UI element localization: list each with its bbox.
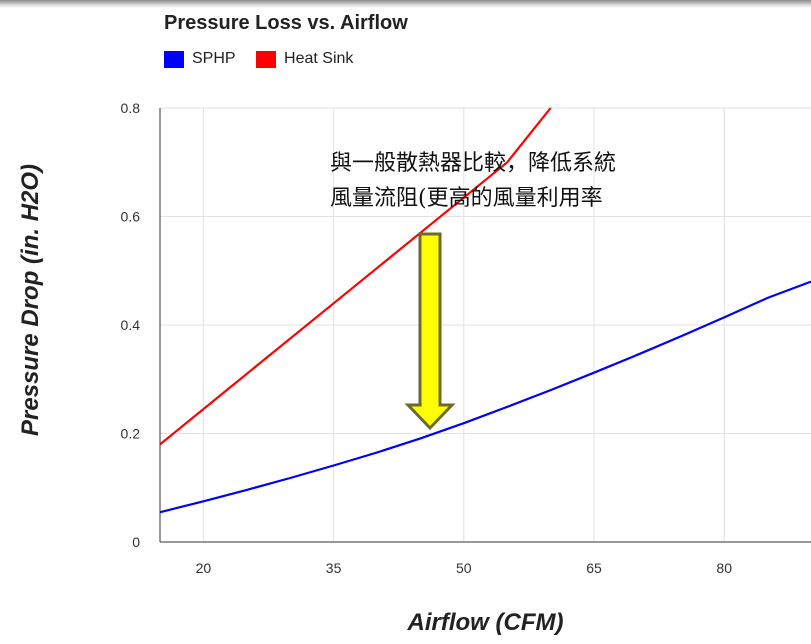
annotation-arrow [404, 232, 456, 431]
annotation-line-2: 風量流阻(更高的風量利用率 [330, 186, 603, 211]
x-tick-label: 35 [326, 560, 342, 576]
window-top-edge [0, 0, 811, 8]
x-tick-label: 65 [586, 560, 602, 576]
legend-swatch-sphp [164, 50, 184, 68]
legend-swatch-heat-sink [256, 50, 277, 68]
legend-label-heat-sink: Heat Sink [284, 50, 354, 67]
series-line-sphp [160, 280, 811, 514]
legend-label-sphp: SPHP [192, 50, 236, 67]
annotation-line-1: 與一般散熱器比較，降低系統 [330, 151, 617, 176]
legend-item-heat-sink: Heat Sink [256, 50, 353, 68]
y-tick-label: 0.8 [121, 100, 141, 116]
x-tick-label: 20 [196, 560, 212, 576]
y-tick-label: 0.4 [121, 317, 141, 333]
y-tick-label: 0 [132, 534, 140, 550]
legend: SPHP Heat Sink [164, 50, 369, 72]
x-tick-label: 80 [716, 560, 732, 576]
annotation-text: 與一般散熱器比較，降低系統 風量流阻(更高的風量利用率 [330, 146, 616, 216]
y-tick-label: 0.6 [121, 209, 141, 225]
legend-item-sphp: SPHP [164, 50, 236, 68]
x-tick-label: 50 [456, 560, 472, 576]
chart-title: Pressure Loss vs. Airflow [164, 12, 408, 34]
y-tick-label: 0.2 [121, 426, 141, 442]
series-line-heat-sink [160, 107, 552, 446]
x-axis-title: Airflow (CFM) [407, 609, 564, 636]
